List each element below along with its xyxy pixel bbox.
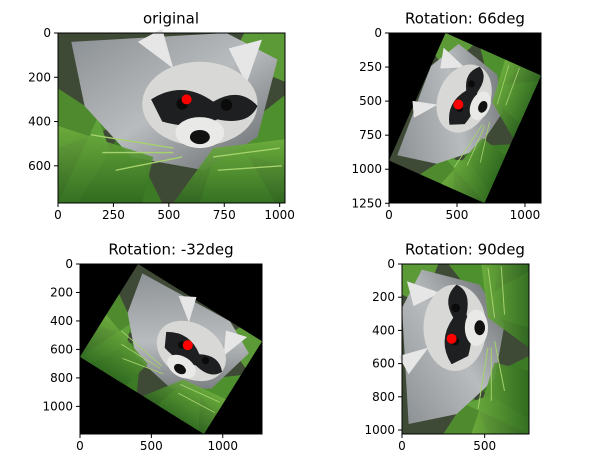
y-ticks: 0 200 400 600 800 1000 [42, 257, 80, 413]
image-area [386, 31, 542, 204]
x-ticks: 0 250 500 750 1000 [54, 203, 295, 222]
x-tick-label: 1000 [510, 208, 541, 222]
y-tick-label: 0 [65, 257, 73, 271]
chart-title: Rotation: -32deg [108, 241, 233, 259]
y-tick-label: 0 [374, 26, 382, 40]
x-ticks: 0 500 1000 [385, 203, 540, 222]
x-ticks: 0 500 [398, 434, 496, 453]
subplot-rotation-neg32: Rotation: -32deg 0 500 1000 0 200 400 600 800 1… [42, 241, 264, 453]
x-tick-label: 0 [385, 208, 393, 222]
y-tick-label: 600 [28, 159, 51, 173]
x-tick-label: 500 [157, 208, 180, 222]
y-tick-label: 0 [387, 257, 395, 271]
chart-title: Rotation: 90deg [405, 241, 525, 259]
y-ticks: 0 200 400 600 [28, 26, 58, 173]
image-area [398, 263, 530, 435]
x-ticks: 0 500 1000 [76, 434, 238, 453]
y-tick-label: 600 [50, 342, 73, 356]
y-tick-label: 800 [50, 371, 73, 385]
y-tick-label: 600 [372, 357, 395, 371]
axes-frame [401, 263, 530, 435]
y-tick-label: 1250 [351, 196, 382, 210]
marker-point [453, 99, 464, 110]
image-content [57, 27, 286, 204]
subplot-rotation-66: Rotation: 66deg 0 500 1000 0 250 500 750 1000 1… [351, 10, 542, 222]
y-tick-label: 400 [50, 314, 73, 328]
y-ticks: 0 200 400 600 800 1000 [364, 257, 402, 437]
y-tick-label: 1000 [364, 423, 395, 437]
y-tick-label: 800 [372, 390, 395, 404]
y-tick-label: 1000 [42, 399, 73, 413]
x-tick-label: 0 [76, 439, 84, 453]
y-tick-label: 200 [50, 285, 73, 299]
x-tick-label: 500 [446, 208, 469, 222]
image-content [398, 263, 530, 435]
marker-point [446, 333, 457, 344]
y-tick-label: 750 [359, 128, 382, 142]
y-tick-label: 1000 [351, 162, 382, 176]
subplot-original: original 0 250 500 750 1000 0 200 400 600 [28, 10, 295, 223]
x-tick-label: 1000 [207, 439, 238, 453]
y-ticks: 0 250 500 750 1000 1250 [351, 26, 389, 210]
marker-point [181, 94, 192, 105]
axes-frame [57, 32, 286, 204]
marker-point [182, 340, 193, 351]
x-tick-label: 0 [398, 439, 406, 453]
y-tick-label: 500 [359, 94, 382, 108]
x-tick-label: 750 [213, 208, 236, 222]
y-tick-label: 200 [372, 290, 395, 304]
axes-frame [388, 32, 542, 204]
y-tick-label: 200 [28, 70, 51, 84]
chart-title: Rotation: 66deg [405, 10, 525, 28]
x-tick-label: 1000 [264, 208, 295, 222]
y-tick-label: 250 [359, 60, 382, 74]
image-area [57, 27, 286, 204]
y-tick-label: 400 [28, 115, 51, 129]
x-tick-label: 0 [54, 208, 62, 222]
subplot-rotation-90: Rotation: 90deg 0 500 0 200 400 600 800 1000 [364, 241, 530, 453]
chart-title: original [143, 10, 199, 28]
x-tick-label: 500 [473, 439, 496, 453]
x-tick-label: 500 [140, 439, 163, 453]
image-area [79, 261, 264, 435]
y-tick-label: 400 [372, 323, 395, 337]
y-tick-label: 0 [43, 26, 51, 40]
x-tick-label: 250 [102, 208, 125, 222]
